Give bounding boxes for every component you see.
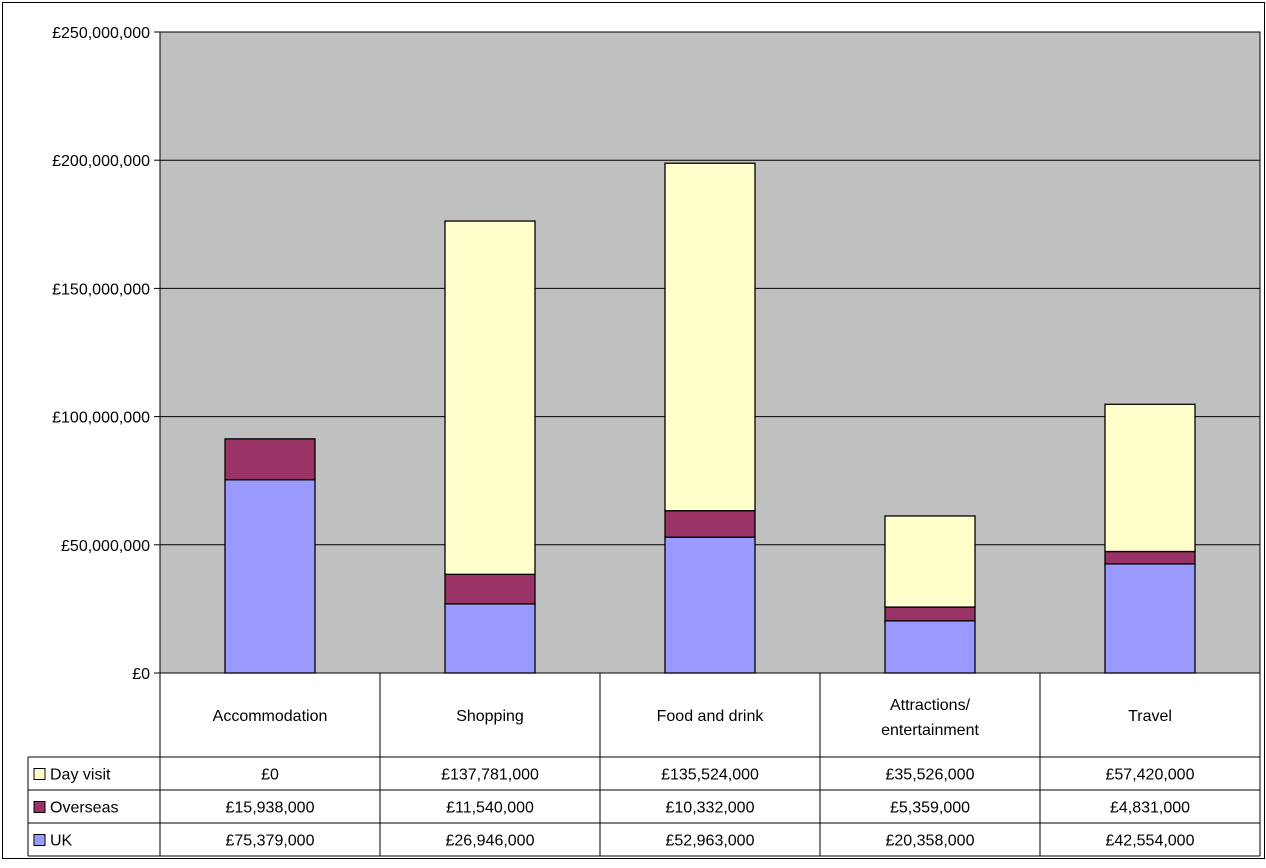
y-tick-label: £50,000,000 [61, 538, 150, 555]
bar-overseas [884, 606, 976, 622]
bar-uk [224, 479, 316, 674]
x-category-label: entertainment [881, 722, 979, 739]
table-cell-value: £0 [261, 767, 279, 784]
table-cell-value: £135,524,000 [661, 767, 759, 784]
table-cell-value: £26,946,000 [446, 833, 535, 850]
bar-day-visit [884, 515, 976, 608]
table-cell-value: £57,420,000 [1106, 767, 1195, 784]
x-category-label: Accommodation [213, 708, 328, 725]
legend-key [33, 801, 46, 813]
table-cell-value: £5,359,000 [890, 800, 970, 817]
table-cell-value: £10,332,000 [666, 800, 755, 817]
bar-uk [444, 603, 536, 674]
bar-uk [664, 536, 756, 674]
table-cell-value: £75,379,000 [226, 833, 315, 850]
bar-overseas [224, 438, 316, 481]
legend-key [33, 768, 46, 780]
table-cell-value: £15,938,000 [226, 800, 315, 817]
legend-label: Day visit [50, 767, 111, 784]
bar-uk [1104, 563, 1196, 674]
bar-overseas [664, 510, 756, 538]
table-cell-value: £42,554,000 [1106, 833, 1195, 850]
x-category-label: Attractions/ [890, 697, 971, 714]
bar-day-visit [444, 220, 536, 575]
table-cell-value: £137,781,000 [441, 767, 539, 784]
table-cell-value: £11,540,000 [446, 800, 534, 817]
bar-uk [884, 620, 976, 674]
legend-label: Overseas [50, 800, 118, 817]
x-category-label: Food and drink [657, 708, 765, 725]
x-category-label: Travel [1128, 708, 1172, 725]
y-tick-label: £0 [132, 666, 150, 683]
bar-day-visit [1104, 403, 1196, 553]
table-cell-value: £20,358,000 [886, 833, 975, 850]
bar-day-visit [664, 162, 756, 512]
legend-key [33, 834, 46, 846]
table-cell-value: £35,526,000 [886, 767, 975, 784]
table-cell-value: £52,963,000 [666, 833, 755, 850]
table-cell-value: £4,831,000 [1110, 800, 1190, 817]
y-tick-label: £150,000,000 [52, 281, 150, 298]
x-category-label: Shopping [456, 708, 524, 725]
y-tick-label: £200,000,000 [52, 153, 150, 170]
bar-overseas [444, 573, 536, 605]
y-tick-label: £100,000,000 [52, 410, 150, 427]
y-tick-label: £250,000,000 [52, 25, 150, 42]
legend-label: UK [50, 833, 73, 850]
bar-overseas [1104, 550, 1196, 565]
